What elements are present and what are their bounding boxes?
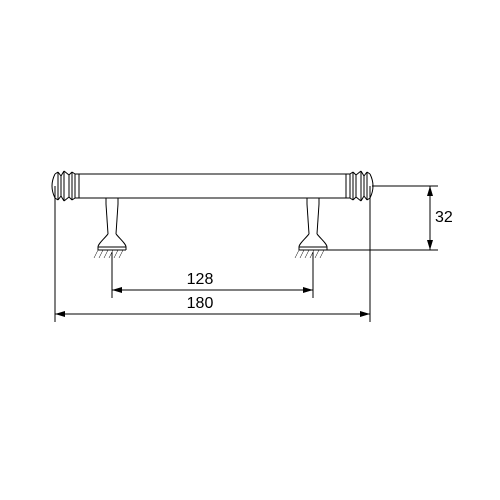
dimension-128-label: 128 xyxy=(187,271,214,288)
dimension-32-label: 32 xyxy=(435,209,453,226)
dimension-180-label: 180 xyxy=(187,295,214,312)
